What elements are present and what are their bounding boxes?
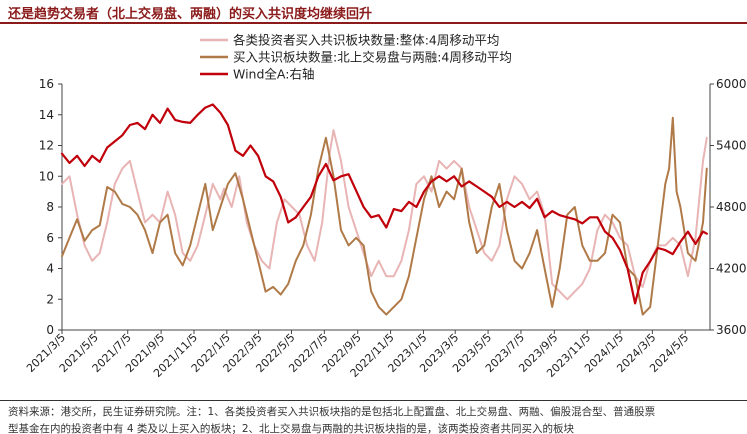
line-chart: 各类投资者买入共识板块数量:整体:4周移动平均买入共识板块数量:北上交易盘与两融… — [24, 33, 747, 381]
series-layer — [60, 103, 708, 316]
source-note-line1: 资料来源：港交所，民生证券研究院。注：1、各类投资者买入共识板块指的是包括北上配… — [8, 406, 656, 418]
legend-label-1: 各类投资者买入共识板块数量:整体:4周移动平均 — [233, 33, 499, 48]
y-tick-label-left: 2 — [46, 292, 54, 306]
legend-label-3: Wind全A:右轴 — [233, 67, 314, 82]
y-tick-label-right: 5400 — [716, 139, 747, 153]
y-tick-label-left: 14 — [39, 108, 54, 122]
y-tick-label-right: 4800 — [716, 200, 747, 214]
y-tick-label-left: 6 — [46, 231, 54, 245]
axes: 0246810121416360042004800540060002021/3/… — [24, 77, 747, 380]
y-tick-label-left: 10 — [39, 169, 54, 183]
legend-label-2: 买入共识板块数量:北上交易盘与两融:4周移动平均 — [233, 50, 512, 65]
y-tick-label-left: 4 — [46, 262, 54, 276]
series-line-3 — [60, 103, 708, 305]
source-note-line2: 型基金在内的投资者中有 4 类及以上买入的板块；2、北上交易盘与两融的共识板块指… — [8, 423, 575, 434]
y-tick-label-right: 3600 — [716, 323, 747, 337]
footer-rule — [0, 400, 747, 401]
y-tick-label-left: 16 — [39, 77, 54, 91]
chart-title: 还是趋势交易者（北上交易盘、两融）的买入共识度均继续回升 — [8, 7, 373, 22]
series-line-2 — [61, 116, 708, 316]
source-note: 资料来源：港交所，民生证券研究院。注：1、各类投资者买入共识板块指的是包括北上配… — [8, 404, 747, 434]
y-tick-label-left: 12 — [39, 139, 54, 153]
title-rule — [0, 22, 747, 24]
y-tick-label-left: 8 — [46, 200, 54, 214]
series-line-1 — [61, 129, 708, 301]
y-tick-label-right: 6000 — [716, 77, 747, 91]
legend: 各类投资者买入共识板块数量:整体:4周移动平均买入共识板块数量:北上交易盘与两融… — [200, 33, 512, 82]
y-tick-label-left: 0 — [46, 323, 54, 337]
y-tick-label-right: 4200 — [716, 262, 747, 276]
